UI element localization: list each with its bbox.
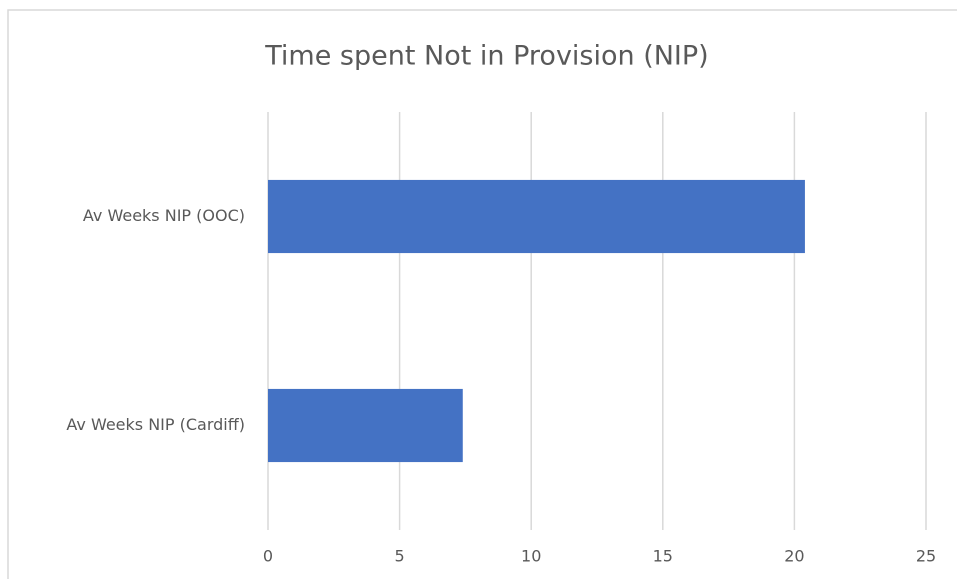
x-tick-label: 15 — [653, 547, 673, 566]
bar — [268, 388, 463, 463]
x-tick-label: 5 — [395, 547, 405, 566]
bar — [268, 179, 805, 254]
x-tick-label: 10 — [521, 547, 541, 566]
x-tick-label: 0 — [263, 547, 273, 566]
y-tick-label: Av Weeks NIP (OOC) — [83, 206, 245, 225]
y-tick-label: Av Weeks NIP (Cardiff) — [66, 415, 245, 434]
chart-frame — [7, 9, 957, 579]
x-tick-label: 20 — [784, 547, 804, 566]
chart-title: Time spent Not in Provision (NIP) — [264, 41, 708, 72]
x-tick-label: 25 — [916, 547, 936, 566]
